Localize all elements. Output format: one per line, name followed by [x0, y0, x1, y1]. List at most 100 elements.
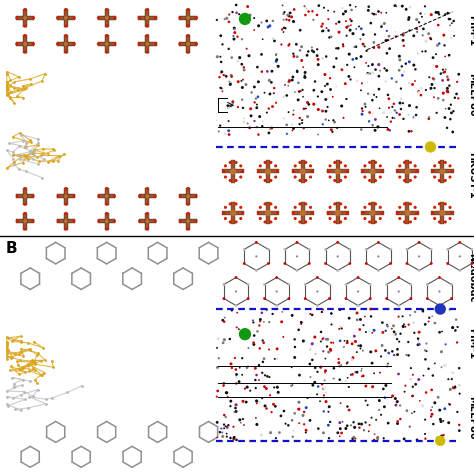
Point	[370, 10, 378, 18]
Point	[351, 424, 358, 431]
Point	[383, 49, 391, 57]
Point	[241, 15, 249, 23]
Point	[230, 35, 238, 43]
Circle shape	[409, 220, 412, 224]
Point	[301, 69, 309, 76]
Point	[364, 69, 372, 77]
Point	[280, 93, 288, 100]
Point	[350, 419, 357, 426]
Bar	[440, 202, 444, 224]
Point	[338, 325, 346, 332]
Point	[280, 407, 288, 415]
Circle shape	[328, 217, 332, 220]
Point	[21, 152, 29, 159]
Point	[410, 114, 418, 122]
Point	[238, 36, 246, 43]
Bar	[266, 160, 270, 182]
Point	[361, 313, 369, 320]
Point	[362, 328, 370, 336]
Circle shape	[186, 194, 190, 198]
Point	[323, 24, 330, 32]
Point	[224, 393, 231, 401]
Point	[15, 370, 22, 378]
Circle shape	[239, 328, 251, 340]
Point	[405, 321, 412, 328]
Point	[356, 424, 363, 431]
Circle shape	[20, 283, 22, 285]
Circle shape	[439, 168, 446, 174]
Bar	[98, 16, 116, 20]
Point	[33, 154, 40, 161]
Point	[227, 81, 234, 88]
Point	[217, 84, 224, 91]
Point	[405, 80, 413, 87]
Bar	[23, 188, 27, 205]
Point	[242, 398, 250, 406]
Point	[375, 406, 383, 414]
Point	[298, 319, 305, 326]
Circle shape	[97, 16, 100, 19]
Circle shape	[296, 255, 298, 257]
Bar	[362, 170, 384, 173]
Circle shape	[157, 242, 158, 243]
Point	[418, 84, 425, 92]
Point	[78, 383, 85, 390]
Point	[285, 109, 292, 116]
Point	[330, 365, 337, 372]
Point	[384, 322, 392, 330]
Point	[326, 34, 333, 41]
Point	[369, 109, 376, 117]
Circle shape	[154, 16, 157, 19]
Circle shape	[426, 297, 428, 300]
Point	[279, 1, 286, 9]
Point	[373, 93, 380, 101]
Point	[273, 383, 281, 391]
Circle shape	[304, 297, 307, 300]
Point	[325, 434, 333, 442]
Circle shape	[304, 179, 307, 182]
Point	[338, 66, 346, 73]
Point	[239, 76, 247, 83]
Point	[17, 337, 25, 345]
Point	[331, 118, 338, 126]
Point	[358, 373, 365, 380]
Point	[268, 124, 275, 132]
Circle shape	[24, 202, 27, 206]
Circle shape	[435, 303, 446, 315]
Circle shape	[337, 241, 339, 244]
Circle shape	[374, 161, 377, 164]
Point	[3, 341, 10, 348]
Point	[288, 417, 296, 424]
Point	[390, 328, 398, 336]
Point	[441, 405, 448, 412]
Circle shape	[239, 13, 251, 25]
Point	[232, 380, 240, 387]
Point	[333, 124, 341, 132]
Point	[346, 27, 354, 34]
Circle shape	[438, 179, 441, 182]
Circle shape	[264, 220, 266, 224]
Circle shape	[304, 220, 307, 224]
Circle shape	[243, 248, 246, 251]
Point	[10, 158, 18, 166]
Point	[370, 38, 378, 46]
Point	[309, 340, 316, 347]
Circle shape	[235, 220, 237, 224]
Bar	[138, 16, 156, 20]
Circle shape	[348, 248, 351, 251]
Circle shape	[403, 202, 406, 206]
Point	[223, 15, 231, 22]
Point	[291, 6, 298, 13]
Point	[18, 338, 25, 346]
Point	[437, 418, 445, 425]
Point	[295, 405, 303, 413]
Circle shape	[324, 262, 327, 265]
Circle shape	[292, 170, 295, 173]
Circle shape	[131, 466, 133, 468]
Bar	[146, 35, 149, 53]
Point	[301, 11, 309, 19]
Point	[385, 95, 392, 102]
Point	[343, 422, 351, 429]
Circle shape	[191, 283, 193, 285]
Point	[346, 1, 354, 9]
